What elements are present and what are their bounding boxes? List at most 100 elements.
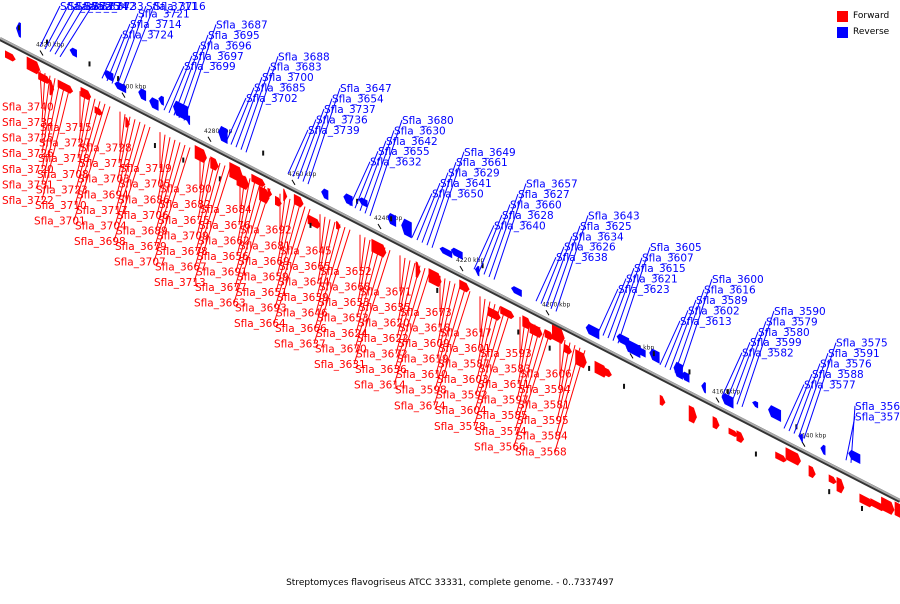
reverse-gene-label: Sfla_3654 — [332, 94, 384, 106]
forward-gene-label: Sfla_3659 — [237, 271, 289, 283]
leader-line — [73, 106, 111, 221]
forward-gene-label: Sfla_3597 — [477, 395, 529, 407]
forward-gene-label: Sfla_3619 — [397, 354, 449, 366]
leader-line — [274, 206, 306, 308]
forward-gene-label: Sfla_3652 — [320, 266, 372, 278]
leader-line — [41, 75, 51, 138]
reverse-gene-label: Sfla_3650 — [432, 188, 484, 200]
forward-gene-label: Sfla_3678 — [156, 246, 208, 258]
leader-line — [168, 55, 193, 113]
leader-line — [74, 103, 106, 206]
leader-line — [357, 239, 371, 303]
reverse-gene-label: Sfla_3660 — [510, 199, 562, 211]
reverse-gene-57 — [649, 348, 660, 364]
forward-gene-7 — [80, 86, 92, 101]
leader-line — [558, 339, 566, 390]
reverse-gene-label: Sfla_3602 — [688, 305, 740, 317]
leader-line — [237, 178, 251, 241]
reverse-gene-label: Sfla_3721 — [138, 8, 190, 20]
forward-gene-label: Sfla_3692 — [240, 225, 292, 237]
leader-line — [78, 93, 86, 143]
leader-line — [397, 260, 411, 323]
reverse-gene-39 — [450, 247, 463, 260]
reverse-gene-59 — [673, 361, 683, 380]
legend-reverse-swatch — [837, 26, 848, 38]
forward-gene-label: Sfla_3706 — [117, 210, 169, 222]
legend-forward-swatch — [837, 10, 848, 22]
leader-line — [245, 56, 279, 153]
marker — [18, 25, 20, 31]
leader-line — [44, 5, 69, 50]
tick-mark — [121, 92, 126, 98]
reverse-gene-label: Sfla_3661 — [456, 157, 508, 169]
forward-gene-48 — [551, 324, 565, 345]
marker — [481, 263, 484, 269]
leader-line — [555, 347, 581, 436]
forward-gene-43 — [500, 305, 515, 320]
leader-line — [597, 288, 619, 334]
leader-line — [101, 34, 123, 79]
leader-line — [679, 278, 713, 376]
reverse-gene-62 — [701, 382, 706, 394]
reverse-gene-13 — [149, 97, 159, 111]
reverse-gene-56 — [634, 346, 646, 358]
reverse-gene-label: Sfla_3739 — [308, 125, 360, 137]
leader-line — [421, 172, 449, 243]
forward-gene-label: Sfla_3636 — [355, 364, 407, 376]
leader-line — [233, 188, 271, 303]
forward-gene-label: Sfla_3709 — [157, 230, 209, 242]
forward-gene-label: Sfla_3592 — [436, 390, 488, 402]
forward-gene-label: Sfla_3728 — [80, 143, 132, 155]
leader-line — [153, 147, 191, 262]
forward-gene-label: Sfla_3631 — [314, 359, 366, 371]
reverse-gene-35 — [401, 218, 412, 239]
reverse-gene-label: Sfla_3605 — [650, 242, 702, 254]
leader-line — [106, 23, 131, 82]
leader-line — [41, 73, 46, 123]
forward-gene-label: Sfla_3698 — [74, 236, 126, 248]
reverse-gene-label: Sfla_3626 — [564, 242, 616, 254]
leader-line — [438, 278, 446, 328]
leader-line — [314, 226, 346, 329]
forward-gene-label: Sfla_3713 — [154, 277, 206, 289]
leader-line — [488, 193, 519, 278]
leader-line — [726, 342, 751, 400]
leader-line — [516, 324, 536, 400]
forward-gene-25 — [275, 195, 282, 207]
leader-line — [193, 167, 231, 283]
leader-line — [76, 98, 96, 174]
forward-gene-label: Sfla_3693 — [235, 303, 287, 315]
forward-gene-label: Sfla_3715 — [40, 122, 92, 134]
forward-gene-label: Sfla_3568 — [515, 446, 567, 458]
leader-line — [617, 247, 651, 344]
marker — [218, 176, 221, 182]
forward-gene-label: Sfla_3679 — [115, 241, 167, 253]
leader-line — [236, 180, 256, 257]
tick-label: 4200 kbp — [542, 301, 570, 308]
leader-line — [369, 119, 403, 217]
reverse-gene-label: Sfla_3607 — [642, 253, 694, 265]
forward-gene-label: Sfla_3566 — [474, 441, 526, 453]
reverse-gene-label: Sfla_3623 — [618, 284, 670, 296]
reverse-gene-label: Sfla_3737 — [324, 104, 376, 116]
forward-gene-label: Sfla_3646 — [276, 308, 328, 320]
leader-line — [435, 286, 461, 375]
marker — [46, 39, 49, 45]
leader-line — [556, 345, 576, 421]
forward-gene-label: Sfla_3663 — [194, 298, 246, 310]
forward-gene-label: Sfla_3618 — [399, 322, 451, 334]
reverse-gene-label: Sfla_3657 — [526, 179, 578, 191]
leader-line — [398, 257, 406, 307]
legend-forward: Forward — [837, 8, 889, 24]
tick-label: 4260 kbp — [288, 171, 316, 178]
forward-gene-label: Sfla_3720 — [2, 164, 54, 176]
forward-gene-label: Sfla_3704 — [75, 220, 127, 232]
reverse-gene-label: Sfla_3680 — [402, 115, 454, 127]
reverse-gene-label: Sfla_3590 — [774, 306, 826, 318]
tick-mark — [545, 310, 550, 316]
reverse-gene-44 — [510, 286, 522, 297]
marker — [436, 287, 439, 293]
reverse-gene-label: Sfla_3699 — [184, 61, 236, 73]
reverse-gene-label: Sfla_3600 — [712, 274, 764, 286]
leader-line — [513, 332, 551, 447]
